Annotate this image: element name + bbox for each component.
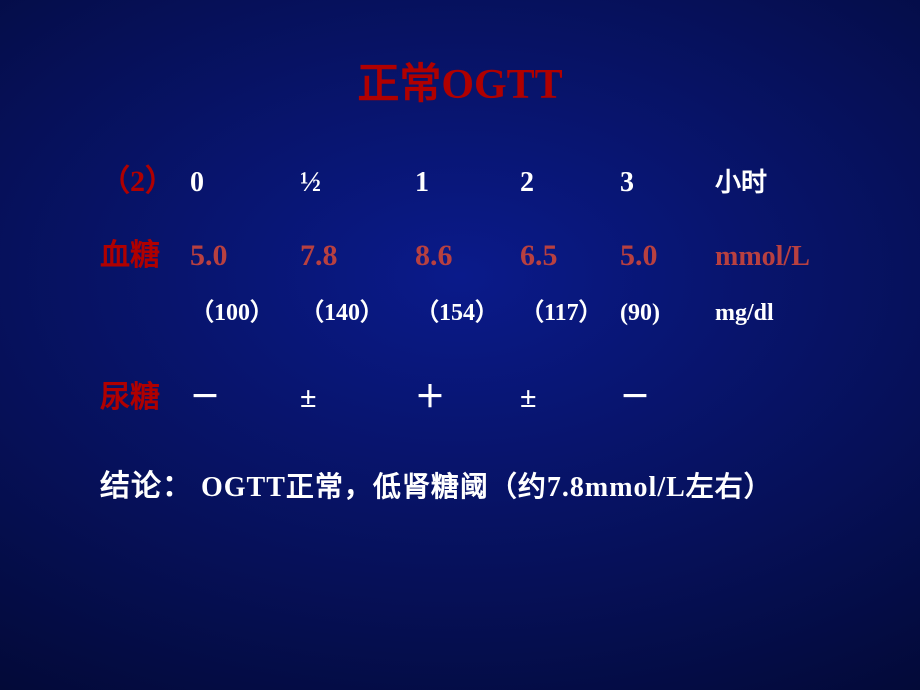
mgdl-row: （100） （140） （154） （117） (90) mg/dl xyxy=(100,292,860,327)
mgdl-cell: （154） xyxy=(415,292,520,327)
mmol-cell: 5.0 xyxy=(620,239,715,273)
content-area: （2） 0 ½ 1 2 3 小时 血糖 5.0 7.8 8.6 6.5 5.0 … xyxy=(0,156,920,505)
header-cell: 2 xyxy=(520,167,620,199)
conclusion: 结论： OGTT正常，低肾糖阈（约7.8mmol/L左右） xyxy=(100,461,860,505)
header-cell: 0 xyxy=(190,167,300,199)
header-cell: 1 xyxy=(415,167,520,199)
header-row: （2） 0 ½ 1 2 3 小时 xyxy=(100,156,860,200)
urine-cell: ＋ xyxy=(415,372,520,416)
mmol-cell: 7.8 xyxy=(300,239,415,273)
urine-cell: ± xyxy=(520,381,620,415)
urine-cell: － xyxy=(190,372,300,416)
header-cell: 3 xyxy=(620,167,715,199)
mmol-cell: 5.0 xyxy=(190,239,300,273)
mgdl-unit: mg/dl xyxy=(715,300,774,327)
header-label: （2） xyxy=(100,156,190,200)
mmol-label: 血糖 xyxy=(100,230,190,274)
slide-title: 正常OGTT xyxy=(0,50,920,111)
mmol-cell: 6.5 xyxy=(520,239,620,273)
mgdl-cell: (90) xyxy=(620,300,715,327)
conclusion-text: OGTT正常，低肾糖阈（约7.8mmol/L左右） xyxy=(193,472,773,503)
urine-row: 尿糖 － ± ＋ ± － xyxy=(100,372,860,416)
mmol-row: 血糖 5.0 7.8 8.6 6.5 5.0 mmol/L xyxy=(100,230,860,274)
header-cell: ½ xyxy=(300,167,415,199)
urine-label: 尿糖 xyxy=(100,372,190,416)
slide: 正常OGTT （2） 0 ½ 1 2 3 小时 血糖 5.0 7.8 8.6 6… xyxy=(0,0,920,690)
mmol-unit: mmol/L xyxy=(715,241,810,273)
mgdl-cell: （100） xyxy=(190,292,300,327)
mmol-cell: 8.6 xyxy=(415,239,520,273)
conclusion-label: 结论： xyxy=(100,470,193,503)
header-unit: 小时 xyxy=(715,162,767,199)
urine-cell: － xyxy=(620,372,715,416)
mgdl-cell: （117） xyxy=(520,292,620,327)
mgdl-cell: （140） xyxy=(300,292,415,327)
urine-cell: ± xyxy=(300,381,415,415)
